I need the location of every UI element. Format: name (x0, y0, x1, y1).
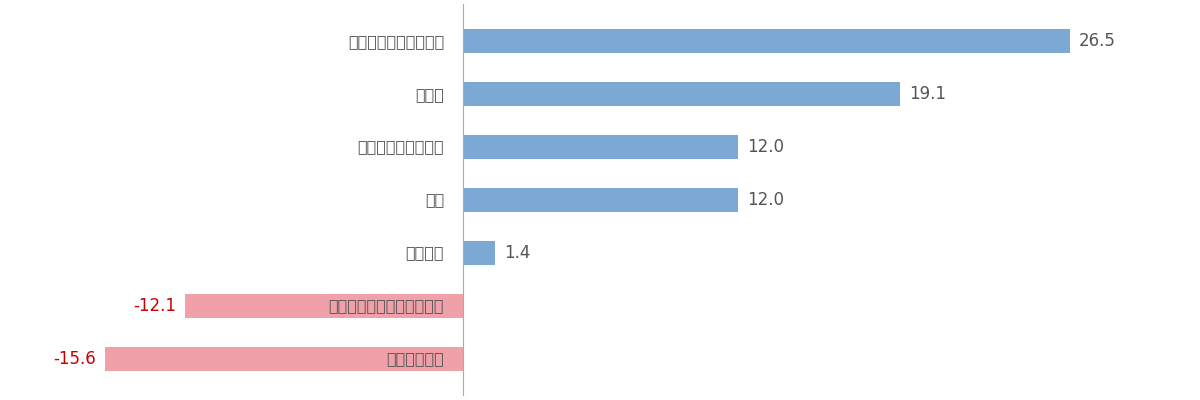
Bar (462, 82, 900, 106)
Text: 出前宅配: 出前宅配 (406, 246, 444, 260)
Text: 12.0: 12.0 (746, 191, 784, 209)
Bar (462, 29, 1069, 53)
Text: 想菜・市販品: 想菜・市販品 (386, 351, 444, 366)
Text: 26.5: 26.5 (1079, 32, 1116, 50)
Text: インスタント・カップ: インスタント・カップ (348, 34, 444, 49)
Text: -15.6: -15.6 (53, 350, 96, 368)
Text: 残り物: 残り物 (415, 87, 444, 102)
Bar (106, 347, 462, 371)
Bar (185, 294, 462, 318)
Bar (462, 135, 738, 159)
Bar (462, 241, 494, 265)
Text: -12.1: -12.1 (133, 297, 176, 315)
Text: 缶・ビン・レトルト: 缶・ビン・レトルト (358, 140, 444, 154)
Text: 12.0: 12.0 (746, 138, 784, 156)
Text: 手作り（素・半調理含む）: 手作り（素・半調理含む） (329, 298, 444, 313)
Text: 冷凍: 冷凍 (425, 192, 444, 208)
Text: 1.4: 1.4 (504, 244, 530, 262)
Bar (462, 188, 738, 212)
Text: 19.1: 19.1 (910, 85, 947, 103)
